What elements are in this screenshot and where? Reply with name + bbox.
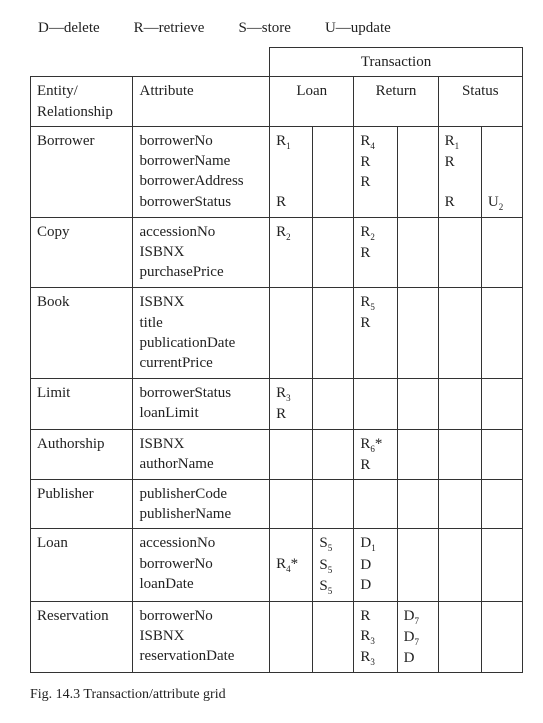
stat-cell: [438, 217, 481, 288]
loan-cell: [270, 429, 313, 479]
ret2-cell: [397, 288, 438, 379]
ret2-cell: [397, 429, 438, 479]
ret2-cell: [397, 217, 438, 288]
stat2-cell: [481, 429, 522, 479]
ret-cell: RR3R3: [354, 601, 397, 673]
ret2-cell: [397, 126, 438, 217]
stat2-cell: [481, 601, 522, 673]
ret2-cell: D7D7D: [397, 601, 438, 673]
ret-cell: R2R: [354, 217, 397, 288]
loan2-cell: [313, 479, 354, 529]
ret2-cell: [397, 379, 438, 429]
loan2-cell: [313, 601, 354, 673]
header-entity: Entity/ Relationship: [31, 77, 133, 127]
ret-cell: [354, 379, 397, 429]
figure-caption: Fig. 14.3 Transaction/attribute grid: [30, 687, 523, 703]
stat-cell: [438, 479, 481, 529]
entity-cell: Reservation: [31, 601, 133, 673]
loan-cell: [270, 601, 313, 673]
attribute-cell: ISBNXauthorName: [133, 429, 270, 479]
stat-cell: [438, 379, 481, 429]
header-attribute: Attribute: [133, 77, 270, 127]
loan2-cell: [313, 429, 354, 479]
attribute-cell: ISBNXtitlepublicationDatecurrentPrice: [133, 288, 270, 379]
loan-cell: R2: [270, 217, 313, 288]
legend: D—delete R—retrieve S—store U—update: [38, 20, 523, 37]
ret-cell: D1DD: [354, 529, 397, 601]
loan2-cell: [313, 217, 354, 288]
stat-cell: [438, 529, 481, 601]
entity-cell: Loan: [31, 529, 133, 601]
ret-cell: R6*R: [354, 429, 397, 479]
attribute-cell: accessionNoISBNXpurchasePrice: [133, 217, 270, 288]
loan2-cell: [313, 288, 354, 379]
attribute-cell: borrowerStatusloanLimit: [133, 379, 270, 429]
transaction-attribute-grid: Transaction Entity/ Relationship Attribu…: [30, 47, 523, 673]
entity-cell: Authorship: [31, 429, 133, 479]
entity-cell: Publisher: [31, 479, 133, 529]
ret-cell: R4RR: [354, 126, 397, 217]
loan-cell: R3R: [270, 379, 313, 429]
entity-cell: Limit: [31, 379, 133, 429]
stat2-cell: [481, 529, 522, 601]
legend-d: D—delete: [38, 20, 100, 37]
loan2-cell: [313, 379, 354, 429]
stat2-cell: U2: [481, 126, 522, 217]
entity-cell: Borrower: [31, 126, 133, 217]
attribute-cell: borrowerNoborrowerNameborrowerAddressbor…: [133, 126, 270, 217]
entity-cell: Book: [31, 288, 133, 379]
loan2-cell: [313, 126, 354, 217]
attribute-cell: borrowerNoISBNXreservationDate: [133, 601, 270, 673]
stat2-cell: [481, 479, 522, 529]
header-status: Status: [438, 77, 522, 127]
stat2-cell: [481, 217, 522, 288]
loan-cell: R4*: [270, 529, 313, 601]
ret-cell: R5R: [354, 288, 397, 379]
legend-s: S—store: [238, 20, 291, 37]
legend-r: R—retrieve: [134, 20, 205, 37]
stat-cell: [438, 601, 481, 673]
loan-cell: [270, 288, 313, 379]
stat-cell: [438, 288, 481, 379]
header-loan: Loan: [270, 77, 354, 127]
ret2-cell: [397, 529, 438, 601]
stat2-cell: [481, 379, 522, 429]
header-return: Return: [354, 77, 438, 127]
entity-cell: Copy: [31, 217, 133, 288]
ret-cell: [354, 479, 397, 529]
attribute-cell: accessionNoborrowerNoloanDate: [133, 529, 270, 601]
loan-cell: R1 R: [270, 126, 313, 217]
stat-cell: R1R R: [438, 126, 481, 217]
ret2-cell: [397, 479, 438, 529]
loan-cell: [270, 479, 313, 529]
stat-cell: [438, 429, 481, 479]
header-transaction: Transaction: [270, 48, 523, 77]
legend-u: U—update: [325, 20, 391, 37]
stat2-cell: [481, 288, 522, 379]
attribute-cell: publisherCodepublisherName: [133, 479, 270, 529]
loan2-cell: S5S5S5: [313, 529, 354, 601]
